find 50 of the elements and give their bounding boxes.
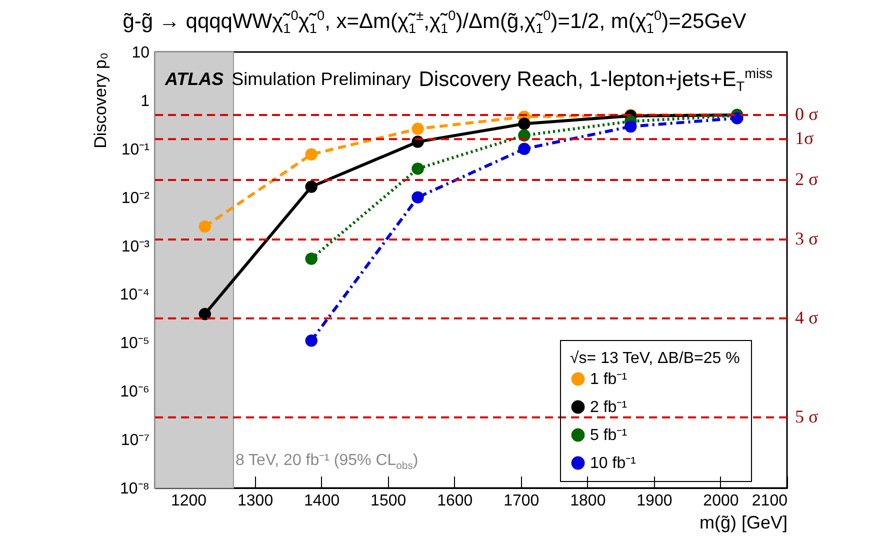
x-tick-label: 1300: [237, 492, 274, 510]
point: [730, 112, 744, 124]
point: [412, 162, 424, 175]
point: [198, 308, 212, 320]
y-tick-label: 10⁻⁵: [120, 335, 150, 352]
x-tick-label: 1800: [570, 492, 606, 510]
x-tick-label: 1600: [437, 492, 473, 510]
ref-line-label: 0 σ: [795, 104, 818, 124]
x-tick-label: 1200: [170, 492, 207, 510]
legend-label: 5 fb⁻¹: [590, 427, 628, 444]
legend-label: 2 fb⁻¹: [590, 399, 628, 416]
legend-label: 10 fb⁻¹: [590, 455, 636, 472]
annotation: ATLAS: [165, 69, 224, 90]
point: [412, 122, 424, 135]
y-tick-label: 10⁻¹: [121, 141, 150, 158]
y-tick-label: 10: [132, 44, 150, 62]
x-tick-label: 2100: [752, 492, 788, 510]
point: [518, 142, 530, 155]
chart-title: g̃-g̃ → qqqqWWχ̃$_{1}$$^{0}$χ̃$_{1}$$^{0}$, x=Δm(χ̃$_{1}$$^{±}$,χ̃$_{1}$$^{0}$)/Δm(g̃,χ̃$_{1}$$^{0}$)=1/2, m(χ̃$_{1}$$^{0}$)=25GeV: [122, 8, 746, 36]
y-tick-label: 10⁻⁷: [120, 432, 150, 450]
point: [305, 180, 318, 193]
y-tick-label: 1: [140, 92, 150, 110]
point: [412, 191, 424, 204]
annotation: Simulation Preliminary: [232, 69, 411, 90]
ref-line-label: 3 σ: [795, 228, 818, 248]
ref-line-label: 4 σ: [795, 307, 818, 328]
point: [305, 148, 318, 160]
y-tick-label: 10⁻³: [121, 238, 150, 256]
ref-line-label: 2 σ: [795, 168, 818, 189]
point: [518, 118, 530, 130]
point: [624, 120, 637, 133]
x-tick-label: 1900: [636, 492, 672, 510]
x-tick-label: 1400: [304, 492, 340, 510]
band-label: 8 TeV, 20 fb⁻¹ (95% CL$_{obs}$): [236, 451, 418, 472]
y-tick-label: 10⁻²: [121, 190, 150, 207]
y-axis-title: Discovery p₀: [90, 52, 110, 148]
point: [305, 334, 318, 347]
point: [198, 220, 212, 233]
legend-label: 1 fb⁻¹: [590, 371, 628, 388]
ref-line-label: 5 σ: [795, 406, 818, 426]
x-tick-label: 1500: [370, 492, 406, 510]
legend-title: √s= 13 TeV, ΔB/B=25 %: [570, 350, 740, 367]
x-tick-label: 1700: [504, 492, 540, 510]
x-tick-label: 2000: [703, 492, 739, 510]
point: [305, 252, 318, 265]
x-axis-title: m(g̃) [GeV]: [699, 512, 788, 532]
y-tick-label: 10⁻⁸: [120, 480, 150, 498]
y-tick-label: 10⁻⁶: [120, 384, 150, 401]
ref-line-label: 1σ: [795, 128, 814, 148]
y-tick-label: 10⁻⁴: [120, 286, 150, 304]
